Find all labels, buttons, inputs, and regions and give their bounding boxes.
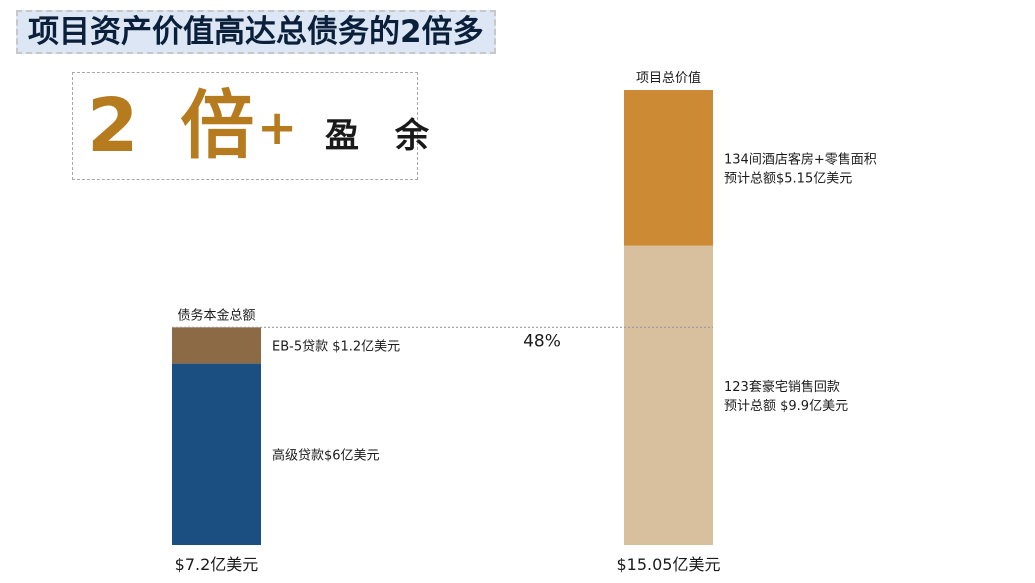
bar-2-segment-1-label: 预计总额 $9.9亿美元 [724, 399, 848, 414]
bar-2-segment-2 [624, 90, 713, 246]
bar-1-segment-2 [172, 327, 261, 364]
callout-surplus: 盈 余 [325, 116, 441, 156]
bar-1-segment-2-label: EB-5贷款 $1.2亿美元 [272, 339, 400, 354]
callout-box: 2 倍 + 盈 余 [72, 72, 429, 180]
bar-2-header: 项目总价值 [636, 70, 701, 86]
bar-2-segment-2-label: 134间酒店客房+零售面积 [724, 151, 877, 167]
percent-annotation: 48% [523, 331, 561, 351]
bar-1-segment-1-label: 高级贷款$6亿美元 [272, 447, 380, 463]
bar-1-segment-1 [172, 363, 261, 545]
callout-plus: + [257, 100, 298, 156]
slide-title: 项目资产价值高达总债务的2倍多 [16, 10, 496, 54]
bar-2-segment-1 [624, 245, 713, 545]
bar-2-segment-2-label: 预计总额$5.15亿美元 [724, 171, 852, 186]
bar-1-header: 债务本金总额 [177, 307, 255, 323]
callout-multiplier: 2 倍 [87, 83, 263, 169]
bar-2-total: $15.05亿美元 [617, 555, 721, 574]
bar-2-segment-1-label: 123套豪宅销售回款 [724, 379, 840, 395]
bar-1-total: $7.2亿美元 [175, 555, 259, 574]
